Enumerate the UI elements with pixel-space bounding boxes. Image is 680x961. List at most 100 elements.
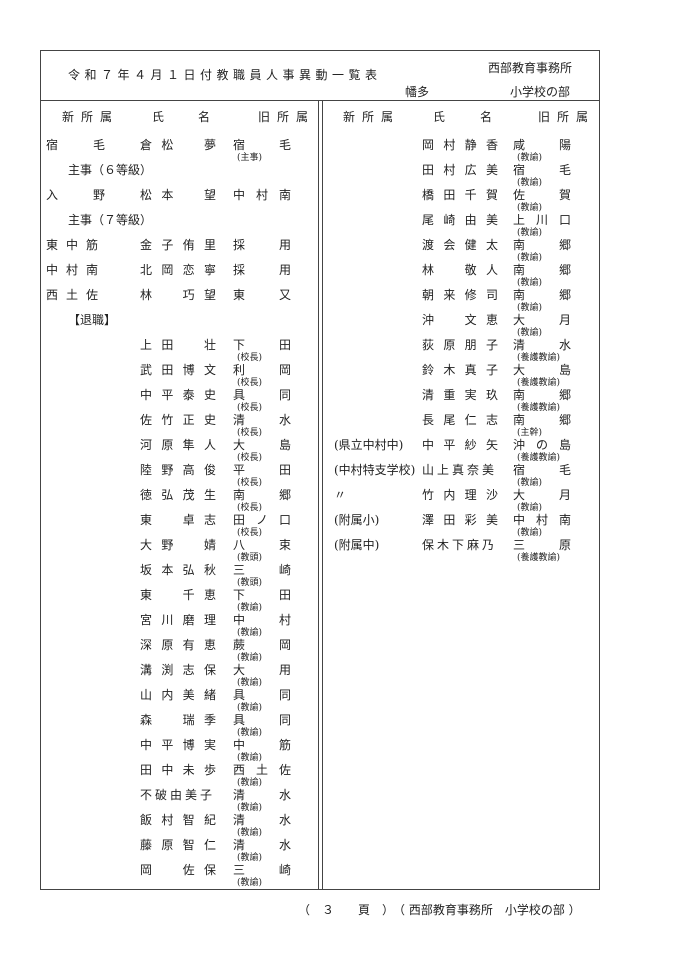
- person-name: 佐竹正史: [140, 413, 226, 427]
- previous-role: (教諭): [237, 778, 263, 788]
- person-name: 朝来修司: [422, 288, 508, 302]
- previous-assignment: 利岡: [233, 363, 326, 377]
- previous-role: (教諭): [237, 603, 263, 613]
- previous-assignment: 大用: [233, 663, 326, 677]
- previous-assignment: 中村南: [233, 188, 303, 202]
- previous-assignment: 具同: [233, 388, 326, 402]
- previous-role: (教諭): [517, 478, 543, 488]
- previous-role: (校長): [237, 478, 263, 488]
- previous-role: (教諭): [517, 228, 543, 238]
- person-name: 尾崎由美: [422, 213, 508, 227]
- previous-role: (教諭): [237, 653, 263, 663]
- document-frame: [40, 50, 600, 890]
- previous-assignment: 南郷: [233, 488, 326, 502]
- previous-role: (教諭): [517, 153, 543, 163]
- previous-role: (教諭): [237, 628, 263, 638]
- person-name: 鈴木真子: [422, 363, 508, 377]
- person-name: 河原隼人: [140, 438, 226, 452]
- document-title: 令和７年４月１日付教職員人事異動一覧表: [68, 68, 382, 82]
- person-name: 林 巧望: [140, 288, 226, 302]
- person-name: 東 千恵: [140, 588, 226, 602]
- col-header-name2-right: 名: [480, 110, 493, 124]
- previous-assignment: 採用: [233, 238, 326, 252]
- person-name: 森 瑞季: [140, 713, 226, 727]
- person-name: 中平泰史: [140, 388, 226, 402]
- person-name: 不破由美子: [140, 788, 216, 802]
- person-name: 上田 壮: [140, 338, 226, 352]
- person-name: 橋田千賀: [422, 188, 508, 202]
- person-name: 岡村静香: [422, 138, 508, 152]
- new-assignment: (附属中): [334, 538, 380, 552]
- col-header-name1-right: 氏: [433, 110, 446, 124]
- previous-role: (教諭): [517, 278, 543, 288]
- previous-role: (校長): [237, 378, 263, 388]
- region-name: 幡多: [405, 85, 430, 99]
- previous-role: (教諭): [517, 253, 543, 263]
- previous-role: (教諭): [517, 503, 543, 513]
- previous-assignment: 具同: [233, 713, 326, 727]
- person-name: 宮川磨理: [140, 613, 226, 627]
- previous-role: (養護教諭): [517, 553, 561, 563]
- col-header-name1-left: 氏: [152, 110, 165, 124]
- previous-assignment: 佐賀: [513, 188, 606, 202]
- previous-assignment: 中村南: [513, 513, 583, 527]
- previous-role: (校長): [237, 403, 263, 413]
- previous-role: (教頭): [237, 553, 263, 563]
- new-assignment: 宿毛: [46, 138, 141, 152]
- previous-assignment: 下田: [233, 588, 326, 602]
- previous-role: (教諭): [237, 678, 263, 688]
- col-header-old-right: 旧所属: [538, 110, 596, 124]
- header-divider: [40, 100, 600, 101]
- previous-role: (養護教諭): [517, 353, 561, 363]
- previous-assignment: 大島: [513, 363, 606, 377]
- previous-role: (主幹): [517, 428, 543, 438]
- previous-assignment: 採用: [233, 263, 326, 277]
- previous-role: (校長): [237, 353, 263, 363]
- new-assignment: 東中筋: [46, 238, 107, 252]
- previous-assignment: 具同: [233, 688, 326, 702]
- previous-assignment: 中村: [233, 613, 326, 627]
- previous-role: (教諭): [237, 878, 263, 888]
- person-name: 坂本弘秋: [140, 563, 226, 577]
- new-assignment: (県立中村中): [334, 438, 404, 452]
- footer-section: （ 西部教育事務所 小学校の部 ）: [393, 903, 581, 917]
- previous-assignment: 清水: [233, 838, 326, 852]
- person-name: 山内美緒: [140, 688, 226, 702]
- previous-role: (教諭): [237, 703, 263, 713]
- previous-role: (教諭): [237, 853, 263, 863]
- previous-assignment: 三崎: [233, 863, 326, 877]
- previous-role: (教諭): [517, 328, 543, 338]
- new-assignment: 〃: [334, 488, 347, 502]
- person-name: 武田博文: [140, 363, 226, 377]
- previous-role: (教諭): [237, 753, 263, 763]
- previous-assignment: 下田: [233, 338, 326, 352]
- previous-assignment: 清水: [233, 813, 326, 827]
- person-name: 中平紗矢: [422, 438, 508, 452]
- previous-assignment: 大島: [233, 438, 326, 452]
- previous-assignment: 宿毛: [513, 163, 606, 177]
- person-name: 澤田彩美: [422, 513, 508, 527]
- previous-assignment: 三崎: [233, 563, 326, 577]
- person-name: 陸野高俊: [140, 463, 226, 477]
- person-name: 渡会健太: [422, 238, 508, 252]
- previous-role: (教頭): [237, 578, 263, 588]
- previous-assignment: 三原: [513, 538, 606, 552]
- previous-role: (教諭): [517, 528, 543, 538]
- previous-assignment: 宿毛: [233, 138, 326, 152]
- previous-role: (教諭): [517, 203, 543, 213]
- person-name: 飯村智紀: [140, 813, 226, 827]
- new-assignment: (中村特支学校): [334, 463, 416, 477]
- office-name: 西部教育事務所: [488, 61, 573, 75]
- person-name: 松本 望: [140, 188, 226, 202]
- person-name: 保木下麻乃: [422, 538, 498, 552]
- previous-assignment: 清水: [233, 788, 326, 802]
- person-name: 徳弘茂生: [140, 488, 226, 502]
- person-name: 深原有恵: [140, 638, 226, 652]
- previous-assignment: 宿毛: [513, 463, 606, 477]
- previous-role: (校長): [237, 453, 263, 463]
- person-name: 山上真奈美: [422, 463, 498, 477]
- previous-assignment: 清水: [513, 338, 606, 352]
- previous-role: (養護教諭): [517, 403, 561, 413]
- page-number: （ ３ 頁 ）: [298, 903, 395, 917]
- person-name: 北岡恋寧: [140, 263, 226, 277]
